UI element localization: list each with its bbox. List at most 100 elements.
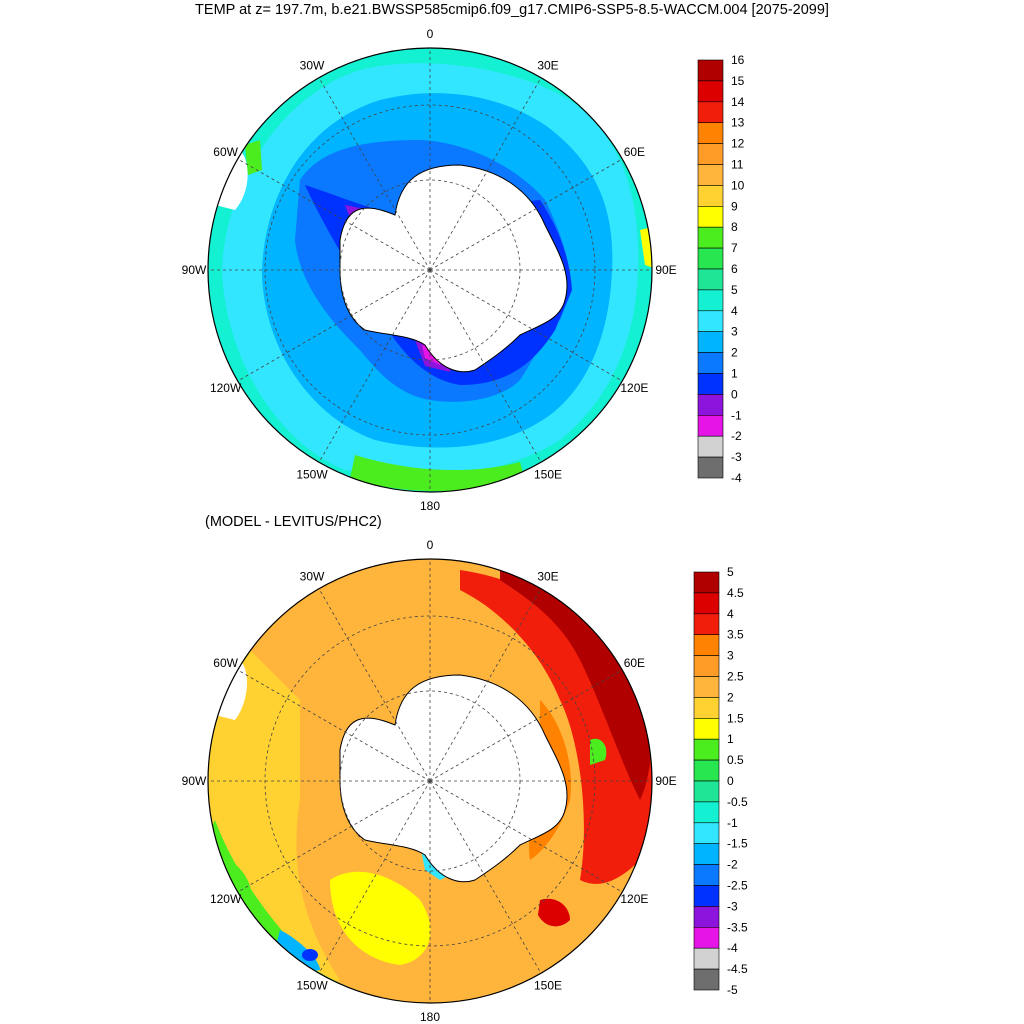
top-colorbar-label: 7	[731, 241, 738, 255]
top-longitude-label: 60E	[624, 145, 645, 159]
top-colorbar-label: 9	[731, 199, 738, 213]
top-longitude-label: 30E	[537, 59, 558, 73]
top-colorbar-label: 13	[731, 116, 745, 130]
bottom-colorbar-box	[693, 634, 720, 656]
bottom-colorbar-label: 0.5	[727, 753, 744, 767]
bottom-meridian-lines	[208, 559, 652, 1003]
top-map-border	[207, 47, 653, 493]
top-longitude-label: 180	[420, 499, 440, 513]
bottom-colorbar-label: -4.5	[727, 962, 748, 976]
top-colorbar-box	[697, 394, 724, 416]
bottom-longitude-label: 90W	[182, 774, 207, 788]
bottom-colorbar-label: 1	[727, 732, 734, 746]
top-longitude-label: 120E	[620, 381, 648, 395]
bottom-colorbar-label: 2.5	[727, 670, 744, 684]
bottom-longitude-label: 0	[427, 538, 434, 552]
bottom-colorbar-label: -5	[727, 983, 738, 997]
top-longitude-label: 90E	[655, 263, 676, 277]
top-colorbar-label: -3	[731, 450, 742, 464]
top-longitude-label: 150W	[296, 467, 328, 481]
top-colorbar-label: 3	[731, 325, 738, 339]
bottom-longitude-labels: 0 30E 60E 90E 120E 150E 180 150W 120W 90W 60W 30W	[182, 538, 677, 1024]
top-temperature-field	[208, 48, 652, 492]
top-meridian-lines	[208, 48, 652, 492]
top-meridian-line	[318, 269, 431, 463]
top-longitude-label: 0	[427, 27, 434, 41]
bottom-meridian-line	[237, 780, 431, 893]
bottom-colorbar-label: -3	[727, 899, 738, 913]
top-colorbar-label: 14	[731, 95, 745, 109]
top-colorbar-label: -1	[731, 408, 742, 422]
bottom-longitude-label: 150E	[534, 978, 562, 992]
top-colorbar-box	[697, 247, 724, 270]
top-colorbar-label: 0	[731, 387, 738, 401]
bottom-meridian-line	[237, 669, 431, 782]
bottom-colorbar-label: 1.5	[727, 711, 744, 725]
top-colorbar-box	[697, 456, 724, 479]
top-colorbar-box	[697, 289, 724, 312]
bottom-colorbar-box	[693, 759, 720, 782]
bottom-meridian-line	[318, 588, 431, 782]
top-colorbar-box	[697, 80, 724, 103]
bottom-map-panel: 0 30E 60E 90E 120E 150E 180 150W 120W 90W 60W 30W	[182, 538, 677, 1024]
top-longitude-label: 150E	[534, 467, 562, 481]
top-meridian-line	[237, 269, 431, 382]
bottom-colorbar: 5 4.5 4 3.5 3 2.5 2 1.5 1 0.5 0 -0.5 -1 -1.5 -2 -2.5 -3 -…	[693, 565, 748, 997]
bottom-colorbar-box	[693, 843, 720, 865]
top-longitude-label: 120W	[210, 381, 242, 395]
bottom-colorbar-box	[693, 864, 720, 886]
top-meridian-line	[429, 269, 542, 463]
top-colorbar-label: -4	[731, 471, 742, 485]
top-colorbar-label: 4	[731, 304, 738, 318]
bottom-colorbar-label: -2	[727, 858, 738, 872]
bottom-map-border	[207, 558, 653, 1004]
top-colorbar-label: 16	[731, 53, 745, 67]
bottom-colorbar-label: 3.5	[727, 628, 744, 642]
bottom-colorbar-box	[693, 571, 720, 594]
bottom-colorbar-box	[693, 947, 720, 970]
bottom-colorbar-box	[693, 906, 720, 928]
bottom-colorbar-box	[693, 613, 720, 635]
bottom-colorbar-box	[693, 717, 720, 740]
bottom-meridian-line	[429, 780, 623, 893]
top-colorbar-label: 1	[731, 367, 738, 381]
top-colorbar-box	[697, 331, 724, 353]
top-meridian-line	[429, 269, 623, 382]
plot-title: TEMP at z= 197.7m, b.e21.BWSSP585cmip6.f…	[195, 2, 829, 18]
bottom-colorbar-label: 4	[727, 607, 734, 621]
bottom-colorbar-box	[693, 926, 720, 949]
top-longitude-labels: 0 30E 60E 90E 120E 150E 180 150W 120W 90W 60W 30W	[182, 27, 677, 513]
bottom-meridian-line	[429, 780, 542, 974]
bottom-colorbar-label: -1.5	[727, 837, 748, 851]
top-colorbar-box	[697, 373, 724, 395]
top-colorbar-box	[697, 59, 724, 82]
top-colorbar-box	[697, 206, 724, 228]
bottom-colorbar-label: 3	[727, 649, 734, 663]
top-colorbar-label: 10	[731, 178, 745, 192]
top-map-panel: 0 30E 60E 90E 120E 150E 180 150W 120W 90W 60W 30W	[182, 27, 677, 513]
top-meridian-line	[429, 158, 623, 271]
top-colorbar-box	[697, 185, 724, 207]
top-colorbar-box	[697, 122, 724, 144]
top-colorbar-label: 5	[731, 283, 738, 297]
top-colorbar-box	[697, 164, 724, 186]
bottom-longitude-label: 180	[420, 1010, 440, 1024]
top-colorbar-box	[697, 352, 724, 374]
top-colorbar-label: 2	[731, 346, 738, 360]
bottom-anomaly-field	[208, 559, 652, 1003]
bottom-colorbar-box	[693, 780, 720, 803]
top-meridian-line	[237, 158, 431, 271]
top-colorbar-label: -2	[731, 429, 742, 443]
bottom-meridian-line	[429, 588, 542, 782]
bottom-longitude-label: 60E	[624, 656, 645, 670]
top-colorbar-box	[697, 101, 724, 124]
bottom-colorbar-box	[693, 885, 720, 907]
top-longitude-label: 60W	[213, 145, 238, 159]
bottom-colorbar-box	[693, 801, 720, 824]
top-colorbar-box	[697, 143, 724, 165]
top-longitude-label: 90W	[182, 263, 207, 277]
bottom-colorbar-box	[693, 822, 720, 844]
bottom-meridian-line	[318, 780, 431, 974]
